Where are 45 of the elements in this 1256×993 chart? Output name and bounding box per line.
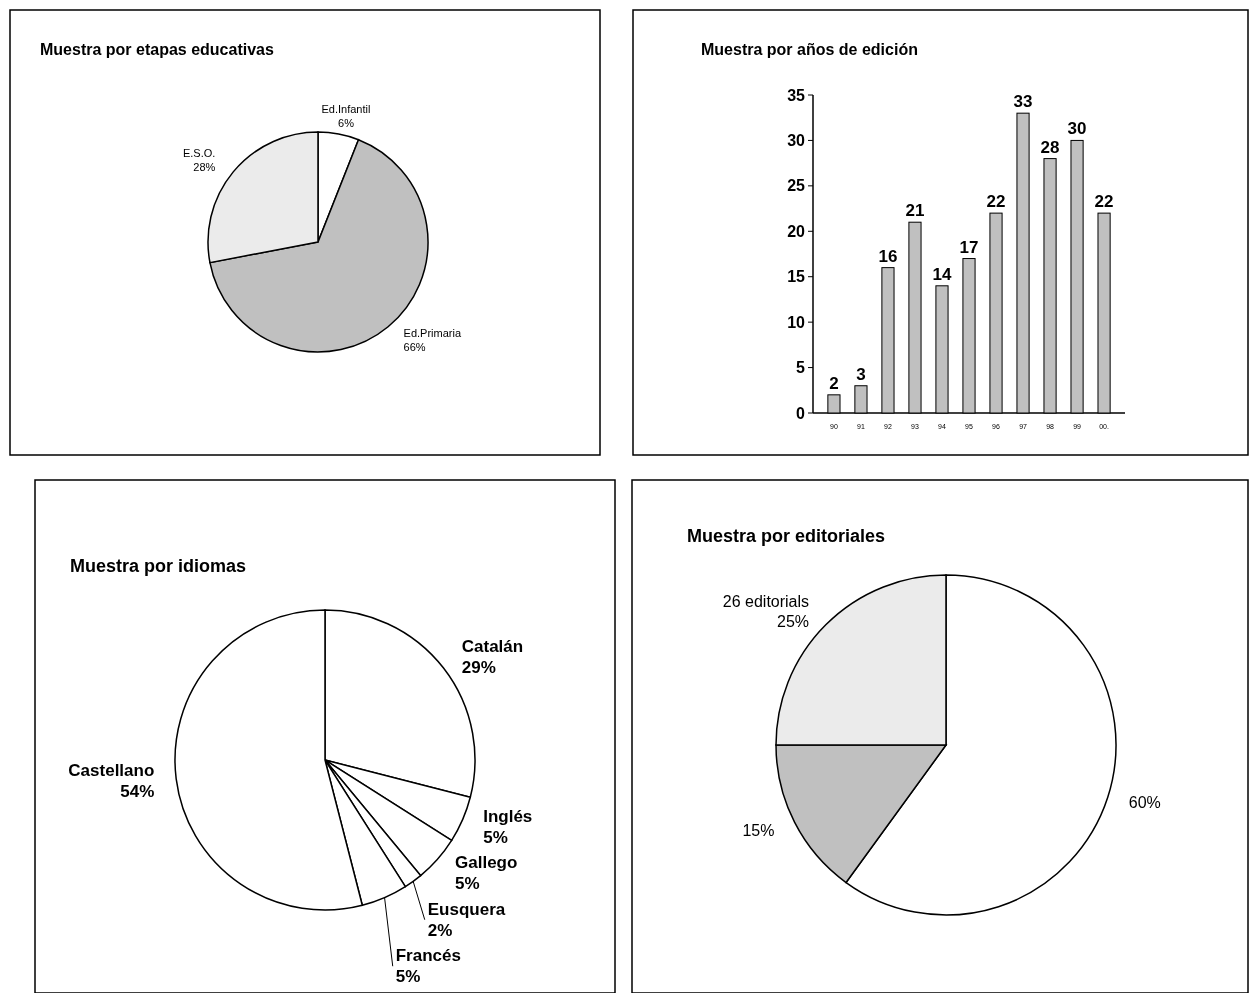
data-label: 5% (483, 827, 508, 847)
slice-label: Francés (395, 946, 461, 966)
data-label: 54% (120, 782, 155, 802)
slice-label: 26 editorials (722, 593, 810, 611)
data-label: 30 (1067, 119, 1087, 139)
y-tick-label: 0 (796, 404, 806, 422)
slice-label: Catalán (461, 636, 524, 656)
chart-title: Muestra por años de edición (701, 41, 918, 58)
chart-title: Muestra por etapas educativas (40, 41, 274, 58)
data-label: 22 (986, 192, 1006, 212)
slice-label: Castellano (68, 760, 155, 780)
data-label: 5% (455, 874, 480, 894)
y-tick-label: 20 (787, 222, 806, 240)
data-label: 21 (905, 201, 925, 221)
chart-title: Muestra por idiomas (70, 556, 247, 576)
y-tick-label: 30 (787, 132, 806, 150)
y-tick-label: 10 (787, 313, 806, 331)
slice-label: Ed.Infantil (321, 102, 371, 115)
y-tick-label: 5 (796, 359, 806, 377)
data-label: 29% (461, 658, 496, 678)
data-label: 15% (742, 821, 775, 839)
chart-title: Muestra por editoriales (687, 526, 886, 546)
y-tick-label: 35 (787, 86, 806, 104)
data-label: 3 (856, 364, 866, 384)
slice-label: Eusquera (427, 899, 506, 919)
data-label: 17 (959, 237, 979, 257)
slice-label: E.S.O. (182, 147, 216, 160)
data-label: 14 (932, 264, 952, 284)
data-label: 2% (427, 920, 453, 940)
data-label: 28 (1040, 137, 1060, 157)
slice-label: Gallego (455, 853, 518, 873)
slice-label: Ed.Primaria (403, 327, 462, 340)
data-label: 6% (338, 116, 355, 129)
data-label: 2 (829, 373, 839, 393)
data-label: 22 (1094, 192, 1114, 212)
data-label: 60% (1128, 794, 1161, 812)
data-label: 16 (878, 246, 898, 266)
data-label: 28% (193, 160, 216, 173)
slice-label: Inglés (483, 806, 533, 826)
data-label: 66% (403, 341, 426, 354)
y-tick-label: 15 (787, 268, 806, 286)
data-label: 25% (777, 613, 810, 631)
y-tick-label: 25 (787, 177, 806, 195)
data-label: 33 (1013, 92, 1033, 112)
data-label: 5% (395, 967, 421, 987)
